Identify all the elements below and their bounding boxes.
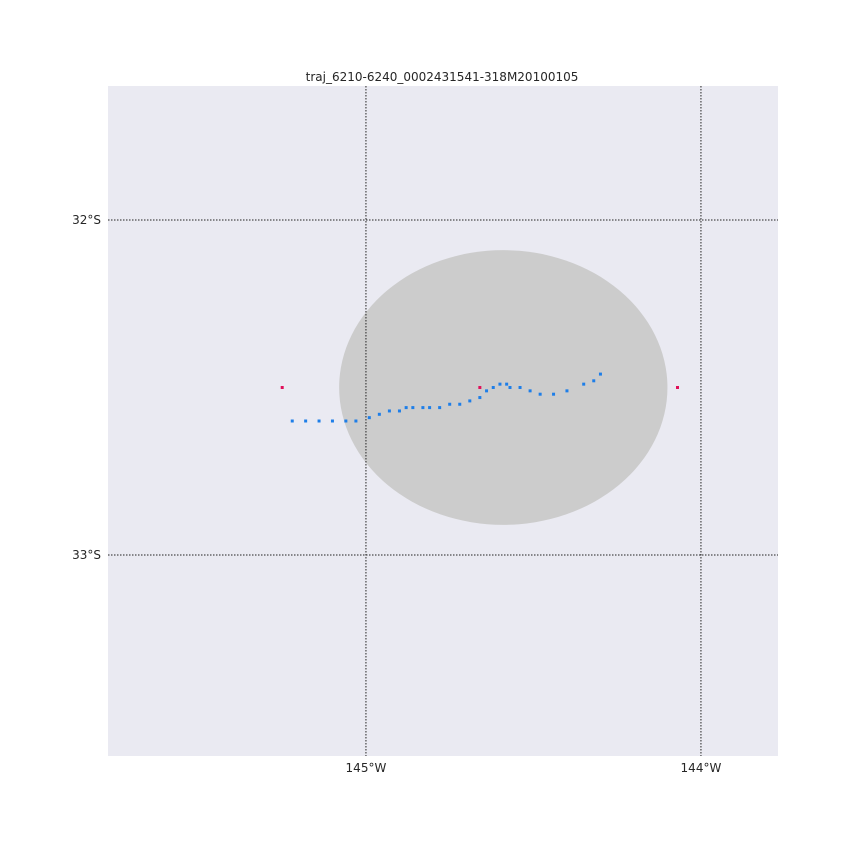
marker-point <box>280 386 284 389</box>
trajectory-point <box>458 402 462 406</box>
marker-point <box>676 386 679 389</box>
trajectory-point <box>598 372 602 376</box>
trajectory-point <box>367 416 371 420</box>
trajectory-point <box>448 402 452 406</box>
marker-series <box>280 386 679 389</box>
trajectory-series <box>290 372 602 423</box>
trajectory-point <box>397 409 401 413</box>
trajectory-point <box>404 406 408 410</box>
trajectory-point <box>290 419 294 423</box>
longitude-tick-label: 145°W <box>346 761 387 775</box>
trajectory-point <box>552 392 556 396</box>
trajectory-point <box>438 406 442 410</box>
latitude-tick-label: 33°S <box>72 548 101 562</box>
trajectory-point <box>508 386 512 389</box>
trajectory-point <box>505 382 509 386</box>
trajectory-point <box>317 419 321 423</box>
trajectory-point <box>468 399 472 403</box>
map-gridlines <box>108 86 778 756</box>
trajectory-point <box>565 389 569 393</box>
map-title: traj_6210-6240_0002431541-318M20100105 <box>306 70 579 84</box>
trajectory-point <box>428 406 432 410</box>
trajectory-point <box>528 389 532 393</box>
trajectory-point <box>485 389 489 393</box>
marker-point <box>478 386 482 389</box>
map-tick-labels: 145°W 144°W 32°S 33°S <box>72 213 721 775</box>
trajectory-point <box>330 419 334 423</box>
trajectory-point <box>592 379 596 383</box>
trajectory-point <box>304 419 308 423</box>
trajectory-point <box>491 386 495 389</box>
trajectory-point <box>387 409 391 413</box>
trajectory-point <box>411 406 415 410</box>
search-radius-circle <box>339 250 668 525</box>
trajectory-point <box>344 419 348 423</box>
trajectory-point <box>478 396 482 400</box>
longitude-tick-label: 144°W <box>681 761 722 775</box>
trajectory-point <box>518 386 522 389</box>
latitude-tick-label: 32°S <box>72 213 101 227</box>
trajectory-point <box>582 382 586 386</box>
trajectory-point <box>421 406 425 410</box>
trajectory-point <box>354 419 358 423</box>
trajectory-point <box>498 382 502 386</box>
trajectory-point <box>538 392 542 396</box>
trajectory-point <box>377 412 381 416</box>
